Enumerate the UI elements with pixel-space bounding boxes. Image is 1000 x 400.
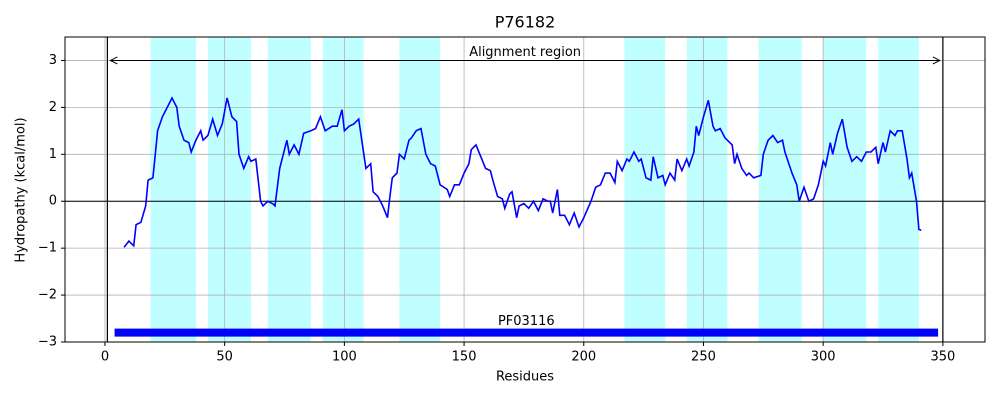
marks: Alignment region PF03116 — [106, 37, 944, 342]
grid: 0 50 100 150 200 250 300 350 −3 −2 −1 0 1 2 3 — [38, 37, 985, 365]
x-axis-label: Residues — [496, 370, 554, 385]
x-tick-label: 0 — [101, 350, 109, 365]
regions — [150, 37, 919, 342]
x-tick-label: 50 — [216, 350, 233, 365]
x-tick-label: 100 — [332, 350, 357, 365]
y-tick-label: −2 — [38, 288, 57, 303]
tm-region — [207, 37, 252, 342]
domain-bar — [114, 328, 939, 337]
arrow-head — [932, 56, 941, 65]
y-tick-label: −1 — [38, 241, 57, 256]
arrow-head — [109, 56, 118, 65]
x-tick-label: 350 — [930, 350, 955, 365]
tm-region — [399, 37, 441, 342]
tm-region — [624, 37, 666, 342]
tm-region — [878, 37, 919, 342]
x-tick-label: 300 — [811, 350, 836, 365]
tm-region — [758, 37, 802, 342]
y-tick-label: 3 — [49, 53, 57, 68]
x-tick-label: 250 — [691, 350, 716, 365]
chart-title: P76182 — [495, 13, 556, 32]
alignment-label: Alignment region — [469, 45, 581, 60]
domain-label: PF03116 — [498, 314, 555, 329]
y-axis-label: Hydropathy (kcal/mol) — [14, 117, 29, 262]
tm-region — [150, 37, 196, 342]
y-tick-label: −3 — [38, 335, 57, 350]
tm-region — [823, 37, 867, 342]
y-tick-label: 1 — [49, 147, 57, 162]
x-tick-label: 200 — [571, 350, 596, 365]
tm-region — [322, 37, 364, 342]
y-tick-label: 0 — [49, 194, 57, 209]
tm-region — [686, 37, 728, 342]
plot-frame — [64, 36, 986, 343]
y-tick-label: 2 — [49, 100, 57, 115]
hydropathy-line — [123, 96, 922, 248]
tm-region — [267, 37, 311, 342]
x-tick-label: 150 — [452, 350, 477, 365]
